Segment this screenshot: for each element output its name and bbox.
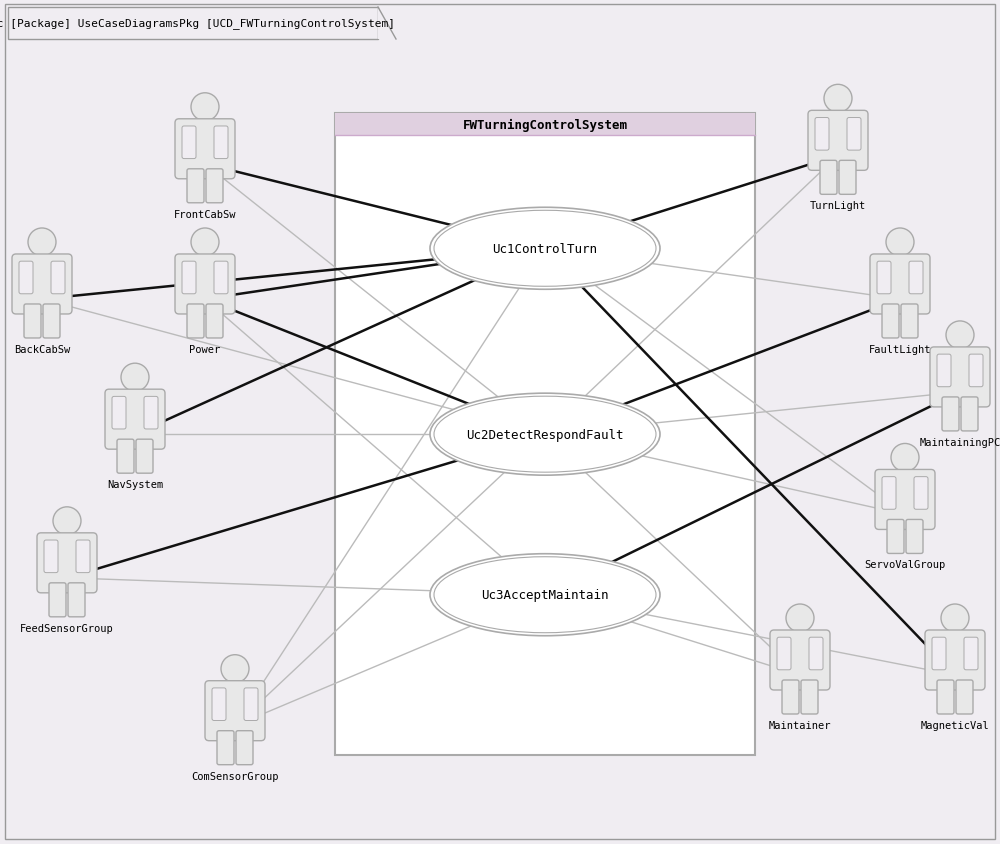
FancyBboxPatch shape bbox=[175, 120, 235, 180]
Text: Uc2DetectRespondFault: Uc2DetectRespondFault bbox=[466, 428, 624, 441]
FancyBboxPatch shape bbox=[217, 731, 234, 765]
FancyBboxPatch shape bbox=[906, 520, 923, 554]
FancyBboxPatch shape bbox=[877, 262, 891, 295]
FancyBboxPatch shape bbox=[956, 680, 973, 714]
Text: BackCabSw: BackCabSw bbox=[14, 344, 70, 354]
FancyBboxPatch shape bbox=[205, 681, 265, 741]
Text: MagneticVal: MagneticVal bbox=[921, 720, 989, 730]
FancyBboxPatch shape bbox=[49, 583, 66, 617]
FancyBboxPatch shape bbox=[961, 398, 978, 431]
FancyBboxPatch shape bbox=[932, 637, 946, 670]
FancyBboxPatch shape bbox=[117, 440, 134, 473]
FancyBboxPatch shape bbox=[809, 637, 823, 670]
FancyBboxPatch shape bbox=[870, 255, 930, 315]
FancyBboxPatch shape bbox=[942, 398, 959, 431]
FancyBboxPatch shape bbox=[24, 305, 41, 338]
FancyBboxPatch shape bbox=[930, 348, 990, 408]
FancyBboxPatch shape bbox=[187, 170, 204, 203]
Bar bbox=[335, 114, 755, 755]
Ellipse shape bbox=[430, 554, 660, 636]
Circle shape bbox=[786, 604, 814, 632]
FancyBboxPatch shape bbox=[144, 397, 158, 430]
FancyBboxPatch shape bbox=[815, 118, 829, 151]
FancyBboxPatch shape bbox=[8, 8, 378, 40]
FancyBboxPatch shape bbox=[820, 161, 837, 195]
Text: Power: Power bbox=[189, 344, 221, 354]
Text: Maintainer: Maintainer bbox=[769, 720, 831, 730]
FancyBboxPatch shape bbox=[770, 630, 830, 690]
Circle shape bbox=[221, 655, 249, 683]
FancyBboxPatch shape bbox=[43, 305, 60, 338]
FancyBboxPatch shape bbox=[212, 688, 226, 721]
FancyBboxPatch shape bbox=[182, 127, 196, 160]
FancyBboxPatch shape bbox=[51, 262, 65, 295]
Circle shape bbox=[191, 229, 219, 257]
Circle shape bbox=[941, 604, 969, 632]
FancyBboxPatch shape bbox=[964, 637, 978, 670]
Circle shape bbox=[891, 444, 919, 472]
Text: ServoValGroup: ServoValGroup bbox=[864, 560, 946, 570]
FancyBboxPatch shape bbox=[182, 262, 196, 295]
Circle shape bbox=[191, 94, 219, 122]
Text: ComSensorGroup: ComSensorGroup bbox=[191, 771, 279, 781]
FancyBboxPatch shape bbox=[914, 477, 928, 510]
FancyBboxPatch shape bbox=[882, 305, 899, 338]
FancyBboxPatch shape bbox=[808, 111, 868, 171]
FancyBboxPatch shape bbox=[937, 354, 951, 387]
FancyBboxPatch shape bbox=[244, 688, 258, 721]
Text: Uc3AcceptMaintain: Uc3AcceptMaintain bbox=[481, 588, 609, 602]
Circle shape bbox=[121, 364, 149, 392]
Text: MaintainingPC: MaintainingPC bbox=[919, 437, 1000, 447]
FancyBboxPatch shape bbox=[105, 390, 165, 450]
FancyBboxPatch shape bbox=[112, 397, 126, 430]
FancyBboxPatch shape bbox=[882, 477, 896, 510]
Ellipse shape bbox=[430, 208, 660, 290]
FancyBboxPatch shape bbox=[12, 255, 72, 315]
Text: FaultLight: FaultLight bbox=[869, 344, 931, 354]
FancyBboxPatch shape bbox=[76, 540, 90, 573]
Text: FeedSensorGroup: FeedSensorGroup bbox=[20, 623, 114, 633]
Polygon shape bbox=[378, 8, 396, 40]
FancyBboxPatch shape bbox=[887, 520, 904, 554]
FancyBboxPatch shape bbox=[37, 533, 97, 593]
FancyBboxPatch shape bbox=[136, 440, 153, 473]
FancyBboxPatch shape bbox=[937, 680, 954, 714]
Text: Uc1ControlTurn: Uc1ControlTurn bbox=[492, 242, 598, 256]
FancyBboxPatch shape bbox=[187, 305, 204, 338]
Text: FrontCabSw: FrontCabSw bbox=[174, 209, 236, 219]
FancyBboxPatch shape bbox=[44, 540, 58, 573]
FancyBboxPatch shape bbox=[839, 161, 856, 195]
Text: NavSystem: NavSystem bbox=[107, 479, 163, 490]
FancyBboxPatch shape bbox=[925, 630, 985, 690]
Circle shape bbox=[824, 85, 852, 113]
FancyBboxPatch shape bbox=[909, 262, 923, 295]
FancyBboxPatch shape bbox=[206, 305, 223, 338]
FancyBboxPatch shape bbox=[847, 118, 861, 151]
Text: FWTurningControlSystem: FWTurningControlSystem bbox=[462, 118, 628, 132]
Circle shape bbox=[886, 229, 914, 257]
FancyBboxPatch shape bbox=[969, 354, 983, 387]
FancyBboxPatch shape bbox=[206, 170, 223, 203]
FancyBboxPatch shape bbox=[214, 262, 228, 295]
FancyBboxPatch shape bbox=[236, 731, 253, 765]
FancyBboxPatch shape bbox=[19, 262, 33, 295]
FancyBboxPatch shape bbox=[214, 127, 228, 160]
Circle shape bbox=[946, 322, 974, 349]
FancyBboxPatch shape bbox=[68, 583, 85, 617]
FancyBboxPatch shape bbox=[175, 255, 235, 315]
FancyBboxPatch shape bbox=[777, 637, 791, 670]
Circle shape bbox=[53, 507, 81, 535]
Ellipse shape bbox=[430, 393, 660, 476]
Text: uc [Package] UseCaseDiagramsPkg [UCD_FWTurningControlSystem]: uc [Package] UseCaseDiagramsPkg [UCD_FWT… bbox=[0, 19, 396, 30]
FancyBboxPatch shape bbox=[901, 305, 918, 338]
Text: TurnLight: TurnLight bbox=[810, 201, 866, 211]
Bar bbox=[335, 114, 755, 136]
FancyBboxPatch shape bbox=[801, 680, 818, 714]
FancyBboxPatch shape bbox=[875, 470, 935, 530]
Circle shape bbox=[28, 229, 56, 257]
FancyBboxPatch shape bbox=[782, 680, 799, 714]
